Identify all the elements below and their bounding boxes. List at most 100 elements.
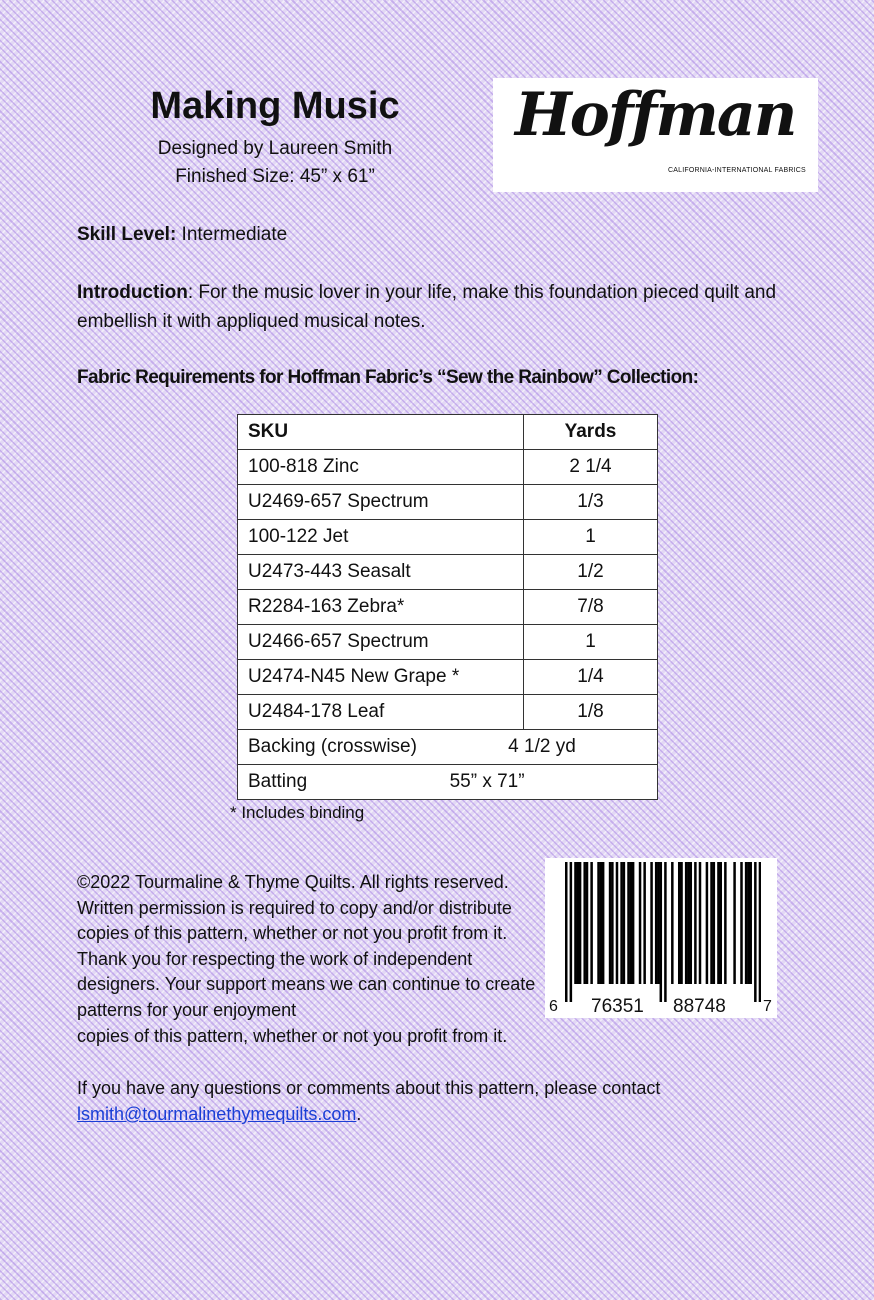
- barcode-bar: [689, 862, 693, 984]
- logo-tagline: CALIFORNIA-INTERNATIONAL FABRICS: [668, 167, 806, 174]
- barcode-bars: [565, 862, 761, 1002]
- barcode-bar: [747, 862, 750, 984]
- barcode-digits-right: 88748: [673, 996, 726, 1017]
- barcode-bar: [590, 862, 593, 984]
- header-yards: Yards: [523, 414, 658, 450]
- header-sku: SKU: [237, 414, 524, 450]
- barcode-bar: [576, 862, 580, 984]
- barcode-bar: [574, 862, 577, 984]
- yards-cell: 1/2: [523, 554, 658, 590]
- table-row: 100-122 Jet 1: [237, 519, 658, 555]
- sku-cell: R2284-163 Zebra*: [237, 589, 524, 625]
- hoffman-logo: Hoffman CALIFORNIA-INTERNATIONAL FABRICS: [493, 78, 818, 192]
- copyright-extra: copies of this pattern, whether or not y…: [77, 1026, 508, 1046]
- barcode-bar: [597, 862, 600, 984]
- barcode-bar: [717, 862, 720, 984]
- barcode-bar: [650, 862, 653, 984]
- yards-cell: 1/4: [523, 659, 658, 695]
- contact: If you have any questions or comments ab…: [77, 1075, 797, 1127]
- batting-value: 55” x 71”: [449, 771, 525, 792]
- barcode-bar: [601, 862, 605, 984]
- barcode-bar: [694, 862, 697, 984]
- yards-cell: 2 1/4: [523, 449, 658, 485]
- barcode-bar: [733, 862, 736, 984]
- barcode-bar: [629, 862, 633, 984]
- table-row-batting: Batting 55” x 71”: [237, 764, 658, 800]
- barcode-bar: [744, 862, 748, 984]
- yards-cell: 1: [523, 624, 658, 660]
- yards-cell: 1: [523, 519, 658, 555]
- table-row-backing: Backing (crosswise) 4 1/2 yd: [237, 729, 658, 765]
- copyright: ©2022 Tourmaline & Thyme Quilts. All rig…: [77, 872, 536, 1020]
- barcode-bar: [620, 862, 623, 984]
- sku-cell: U2469-657 Spectrum: [237, 484, 524, 520]
- contact-email-link[interactable]: lsmith@tourmalinethymequilts.com: [77, 1104, 357, 1124]
- barcode-bar: [754, 862, 757, 1002]
- barcode-digits-left: 76351: [591, 996, 644, 1017]
- barcode-bar: [599, 862, 603, 984]
- barcode-bar: [671, 862, 674, 984]
- table-row: U2474-N45 New Grape * 1/4: [237, 659, 658, 695]
- sku-cell: 100-818 Zinc: [237, 449, 524, 485]
- batting-cell: Batting 55” x 71”: [237, 764, 658, 800]
- barcode-bar: [569, 862, 573, 1002]
- backing-cell: Backing (crosswise) 4 1/2 yd: [237, 729, 658, 765]
- barcode-bar: [565, 862, 568, 1002]
- sku-cell: U2473-443 Seasalt: [237, 554, 524, 590]
- sku-cell: U2466-657 Spectrum: [237, 624, 524, 660]
- backing-value: 4 1/2 yd: [508, 736, 576, 757]
- barcode-bar: [608, 862, 612, 984]
- backing-label: Backing (crosswise): [248, 736, 417, 757]
- table-row: U2484-178 Leaf 1/8: [237, 694, 658, 730]
- barcode-bar: [638, 862, 642, 984]
- barcode-bar: [684, 862, 688, 984]
- table-row: U2469-657 Spectrum 1/3: [237, 484, 658, 520]
- fabric-heading: Fabric Requirements for Hoffman Fabric’s…: [77, 367, 699, 388]
- barcode-bar: [724, 862, 727, 984]
- contact-end: .: [356, 1104, 362, 1124]
- footnote: * Includes binding: [230, 803, 365, 822]
- barcode-bar: [740, 862, 743, 984]
- yards-cell: 1/8: [523, 694, 658, 730]
- barcode-bar: [677, 862, 681, 984]
- barcode-bar: [710, 862, 713, 984]
- barcode-bar: [705, 862, 709, 984]
- introduction: Introduction: For the music lover in you…: [77, 278, 792, 336]
- barcode-bar: [583, 862, 586, 984]
- skill-level: Skill Level: Intermediate: [77, 220, 874, 249]
- finished-size: Finished Size: 45” x 61”: [175, 166, 375, 187]
- designer: Designed by Laureen Smith: [157, 138, 393, 159]
- table-row: R2284-163 Zebra* 7/8: [237, 589, 658, 625]
- table-row: U2473-443 Seasalt 1/2: [237, 554, 658, 590]
- main-content: Skill Level: Intermediate Introduction: …: [77, 220, 874, 824]
- table-row: 100-818 Zinc 2 1/4: [237, 449, 658, 485]
- fabric-table-block: SKU Yards 100-818 Zinc 2 1/4 U2469-657 Spe…: [230, 414, 658, 824]
- barcode-digit-first: 6: [549, 998, 558, 1016]
- barcode-bar: [680, 862, 683, 984]
- barcode-bar: [643, 862, 646, 984]
- table-header: SKU Yards: [237, 414, 658, 450]
- fabric-table: SKU Yards 100-818 Zinc 2 1/4 U2469-657 Spe…: [237, 414, 658, 800]
- barcode-bar: [627, 862, 630, 984]
- yards-cell: 1/3: [523, 484, 658, 520]
- sku-cell: 100-122 Jet: [237, 519, 524, 555]
- page-title: Making Music: [150, 85, 400, 127]
- barcode-bar: [719, 862, 722, 984]
- barcode-bar: [654, 862, 658, 984]
- barcode-bar: [664, 862, 667, 1002]
- bottom-text: ©2022 Tourmaline & Thyme Quilts. All rig…: [77, 870, 797, 1127]
- barcode-bar: [585, 862, 589, 984]
- table-row: U2466-657 Spectrum 1: [237, 624, 658, 660]
- skill-label: Skill Level:: [77, 224, 177, 245]
- barcode-bar: [657, 862, 660, 984]
- upc-barcode: 6 76351 88748 7: [545, 858, 777, 1018]
- barcode-bar: [611, 862, 614, 984]
- barcode-bar: [659, 862, 663, 1002]
- barcode-bar: [712, 862, 716, 984]
- barcode-bar: [758, 862, 761, 1002]
- barcode-bar: [622, 862, 626, 984]
- skill-value: Intermediate: [176, 224, 288, 245]
- barcode-bar: [687, 862, 690, 984]
- intro-label: Introduction: [77, 282, 188, 303]
